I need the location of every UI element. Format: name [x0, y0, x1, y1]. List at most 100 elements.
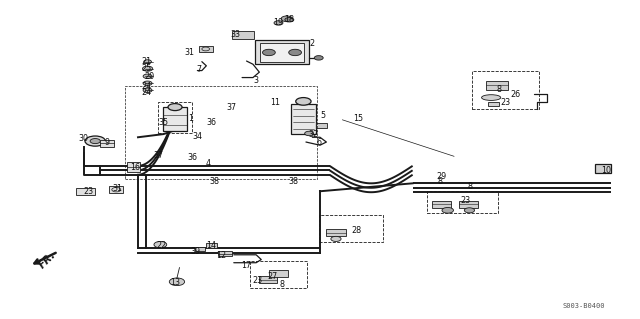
Circle shape [90, 138, 100, 144]
Text: 36: 36 [188, 153, 197, 162]
Text: 13: 13 [170, 278, 180, 287]
Bar [206, 243, 216, 248]
Bar [255, 41, 309, 64]
Text: 11: 11 [270, 98, 280, 107]
Bar [460, 201, 478, 208]
Text: 38: 38 [209, 177, 219, 186]
Text: 29: 29 [436, 173, 447, 182]
Text: 23: 23 [461, 196, 470, 205]
Ellipse shape [481, 95, 500, 100]
Text: 4: 4 [205, 159, 211, 168]
Bar [109, 187, 124, 193]
Text: 9: 9 [105, 138, 110, 147]
Text: 23: 23 [500, 98, 510, 107]
Text: 14: 14 [207, 241, 216, 250]
Text: 31: 31 [184, 48, 194, 57]
Text: 28: 28 [351, 226, 362, 234]
Circle shape [154, 241, 167, 248]
Text: 21: 21 [142, 57, 152, 66]
Bar [125, 86, 317, 179]
Text: 19: 19 [273, 19, 284, 27]
Circle shape [314, 56, 323, 60]
Bar [76, 188, 95, 195]
Bar [232, 31, 254, 39]
Bar [269, 270, 288, 277]
Text: 10: 10 [601, 166, 611, 175]
Bar [100, 140, 114, 147]
Bar [316, 123, 327, 128]
Text: 33: 33 [230, 30, 241, 39]
Text: 36: 36 [207, 117, 216, 127]
Text: 39: 39 [191, 247, 200, 256]
Text: 7: 7 [196, 65, 201, 74]
Text: 38: 38 [288, 177, 298, 186]
Text: 23: 23 [252, 276, 262, 285]
Circle shape [442, 207, 454, 213]
Bar [127, 162, 140, 172]
Text: 22: 22 [157, 241, 167, 250]
Text: 12: 12 [216, 251, 226, 260]
Circle shape [143, 66, 153, 71]
Text: 35: 35 [159, 117, 168, 127]
Text: 30: 30 [79, 134, 89, 143]
Bar [259, 276, 277, 283]
Bar [250, 261, 307, 288]
Text: 34: 34 [193, 132, 202, 141]
Bar [291, 104, 316, 134]
Text: 8: 8 [438, 177, 442, 186]
Text: 3: 3 [253, 76, 259, 85]
Circle shape [331, 236, 341, 241]
Text: 31: 31 [113, 184, 123, 193]
Bar [195, 247, 205, 251]
Text: FR.: FR. [37, 249, 58, 270]
Text: 37: 37 [154, 151, 163, 160]
Text: 8: 8 [496, 85, 501, 94]
Circle shape [289, 49, 301, 56]
Bar [319, 215, 383, 242]
Circle shape [143, 74, 152, 78]
Text: 1: 1 [189, 114, 193, 123]
Bar [163, 107, 187, 131]
Bar [218, 251, 232, 256]
Circle shape [274, 21, 283, 25]
Bar [260, 43, 304, 62]
Circle shape [143, 88, 152, 93]
Text: 6: 6 [316, 137, 321, 146]
Text: 5: 5 [321, 111, 326, 120]
Circle shape [170, 278, 184, 286]
Bar [326, 229, 346, 236]
Text: 23: 23 [83, 187, 93, 196]
Text: 24: 24 [141, 88, 152, 97]
Text: 15: 15 [353, 114, 364, 123]
Circle shape [262, 49, 275, 56]
Bar [488, 102, 499, 106]
Circle shape [285, 18, 294, 22]
Text: 8: 8 [468, 182, 472, 191]
Text: 17: 17 [241, 261, 251, 271]
Text: 27: 27 [267, 272, 277, 281]
Bar [158, 102, 192, 133]
Text: 26: 26 [510, 90, 520, 99]
Text: 18: 18 [284, 15, 294, 24]
Bar [472, 70, 539, 109]
Text: 2: 2 [309, 39, 314, 48]
Circle shape [465, 208, 474, 213]
Bar [486, 81, 508, 90]
Text: 24: 24 [141, 82, 152, 91]
Text: 32: 32 [308, 130, 319, 138]
Text: S003-B0400: S003-B0400 [563, 303, 605, 309]
Circle shape [143, 81, 152, 85]
Text: 8: 8 [279, 280, 284, 289]
Circle shape [85, 136, 106, 146]
Circle shape [296, 98, 311, 105]
Bar [432, 201, 451, 208]
Circle shape [305, 131, 314, 136]
Bar [198, 46, 212, 52]
Circle shape [281, 16, 292, 22]
Bar [595, 164, 611, 173]
Text: 16: 16 [130, 163, 140, 172]
Text: 37: 37 [227, 103, 237, 112]
Circle shape [168, 104, 182, 111]
Text: 20: 20 [145, 72, 154, 81]
Circle shape [144, 60, 152, 63]
